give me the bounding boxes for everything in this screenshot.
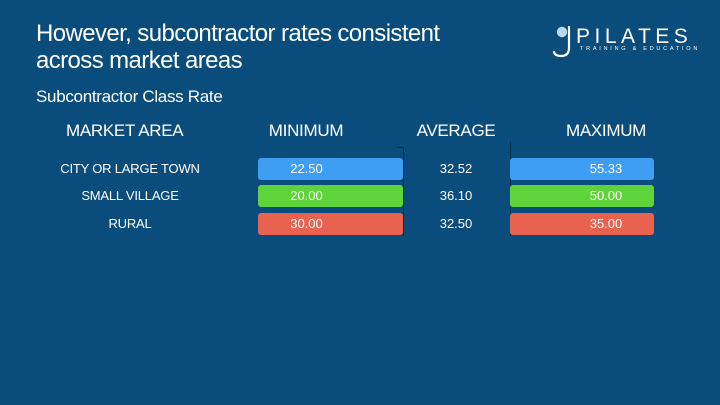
header-market-area: MARKET AREA — [66, 121, 184, 140]
row-market-area: SMALL VILLAGE — [81, 188, 179, 203]
cell-minimum: 20.00 — [258, 185, 403, 207]
row-market-area: RURAL — [108, 216, 152, 231]
header-minimum: MINIMUM — [268, 121, 344, 140]
logo-tagline: TRAINING & EDUCATION — [580, 46, 701, 52]
cell-minimum-value: 30.00 — [290, 216, 323, 231]
logo-wordmark: PILATES — [576, 25, 693, 48]
header-average: AVERAGE — [416, 121, 496, 140]
table-row: CITY OR LARGE TOWN 22.50 32.52 55.33 — [0, 158, 720, 180]
logo-mark-icon — [552, 25, 571, 58]
cell-average: 32.50 — [439, 216, 473, 231]
table-row: SMALL VILLAGE 20.00 36.10 50.00 — [0, 185, 720, 207]
row-market-area: CITY OR LARGE TOWN — [60, 161, 200, 176]
cell-minimum: 30.00 — [258, 213, 403, 235]
cell-average: 36.10 — [439, 188, 473, 203]
table-row: RURAL 30.00 32.50 35.00 — [0, 213, 720, 235]
cell-maximum-value: 50.00 — [589, 188, 623, 203]
cell-maximum: 50.00 — [510, 185, 654, 207]
divider-left-tick — [397, 147, 403, 148]
table-subtitle: Subcontractor Class Rate — [36, 87, 223, 106]
jpilates-logo: PILATES TRAINING & EDUCATION — [552, 24, 697, 60]
cell-maximum-value: 55.33 — [589, 161, 623, 176]
cell-average: 32.52 — [439, 161, 473, 176]
cell-maximum-value: 35.00 — [589, 216, 623, 231]
cell-minimum: 22.50 — [258, 158, 403, 180]
cell-minimum-value: 20.00 — [290, 188, 323, 203]
header-maximum: MAXIMUM — [565, 121, 647, 140]
cell-maximum: 35.00 — [510, 213, 654, 235]
cell-minimum-value: 22.50 — [290, 161, 323, 176]
cell-maximum: 55.33 — [510, 158, 654, 180]
slide-title: However, subcontractor rates consistent … — [36, 20, 440, 74]
divider-left — [403, 147, 404, 236]
